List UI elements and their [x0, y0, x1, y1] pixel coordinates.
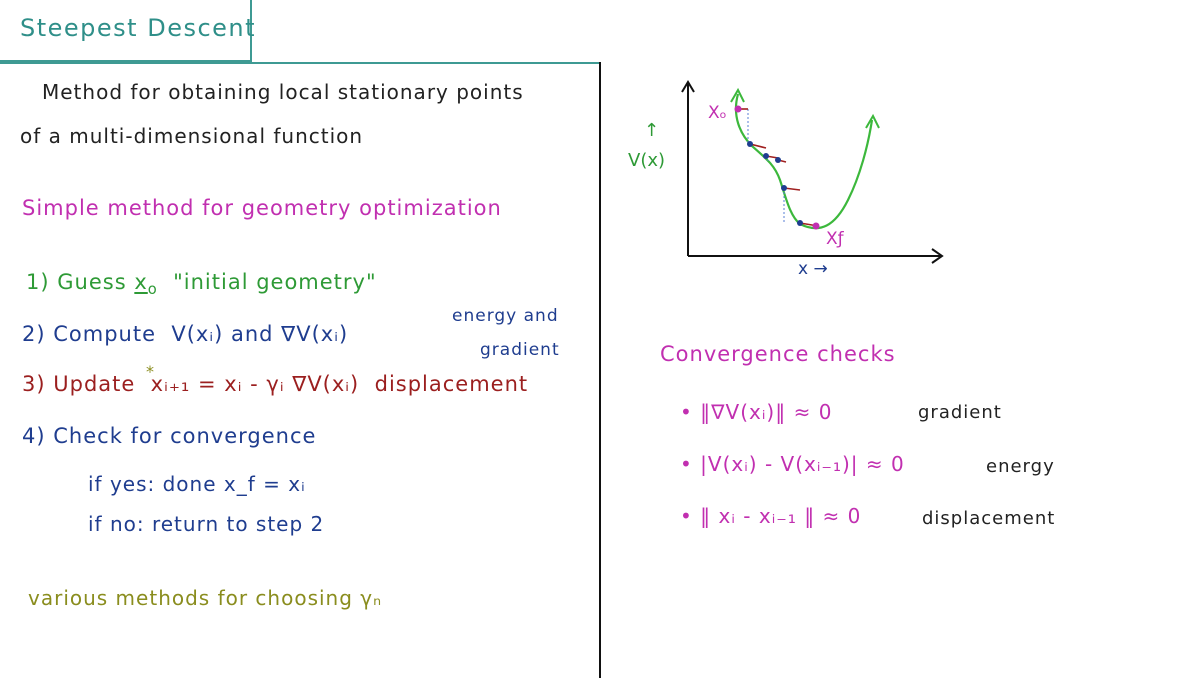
descent-point — [797, 220, 803, 226]
step-4: 4) Check for convergence — [22, 424, 316, 448]
step-3-note: displacement — [374, 372, 529, 396]
check-displacement-expr: • ‖ xᵢ - xᵢ₋₁ ‖ ≈ 0 — [680, 504, 862, 528]
step-3-expr: xᵢ₊₁ = xᵢ - γᵢ ∇V(xᵢ) — [150, 372, 360, 396]
check-energy-label: energy — [986, 456, 1055, 477]
descent-point — [763, 153, 769, 159]
step-3-text: Update — [53, 372, 136, 396]
check-energy-expr: • |V(xᵢ) - V(xᵢ₋₁)| ≈ 0 — [680, 452, 905, 476]
title-underline — [0, 62, 600, 64]
step-1: 1) Guess xo "initial geometry" — [26, 270, 377, 298]
intro-line-2: of a multi-dimensional function — [20, 124, 364, 148]
method-subtitle: Simple method for geometry optimization — [22, 196, 502, 220]
step-3: 3) Update xᵢ₊₁ = xᵢ - γᵢ ∇V(xᵢ) displace… — [22, 372, 528, 396]
step-1-var: x — [134, 270, 148, 294]
step-4-yes: if yes: done x_f = xᵢ — [88, 472, 306, 496]
potential-curve — [734, 93, 874, 230]
step-1-text: Guess — [57, 270, 127, 294]
step-2-note-line-2: gradient — [480, 340, 560, 360]
check-displacement-label: displacement — [922, 508, 1056, 529]
footnote: various methods for choosing γₙ — [28, 586, 383, 610]
y-arrow-icon: ↑ — [644, 120, 659, 141]
asterisk-icon: * — [146, 362, 154, 381]
check-gradient-label: gradient — [918, 402, 1002, 423]
x-axis-label: x → — [798, 259, 828, 276]
check-gradient-expr: • ‖∇V(xᵢ)‖ ≈ 0 — [680, 400, 833, 424]
end-label: Xƒ — [826, 229, 845, 249]
curve-right-arrowhead-icon — [865, 113, 880, 129]
x-axis-arrowhead-icon — [931, 248, 944, 264]
slide-title: Steepest Descent — [20, 14, 257, 42]
start-label: Xₒ — [708, 103, 727, 123]
step-4-no: if no: return to step 2 — [88, 512, 325, 536]
descent-point — [775, 157, 781, 163]
step-2: 2) Compute V(xᵢ) and ∇V(xᵢ) — [22, 322, 348, 346]
potential-energy-graph: Xₒ Xƒ ↑ V(x) x → — [628, 80, 944, 276]
vertical-divider — [599, 62, 601, 678]
intro-line-1: Method for obtaining local stationary po… — [42, 80, 524, 104]
step-4-text: Check for convergence — [53, 424, 317, 448]
step-3-num: 3) — [22, 372, 46, 396]
descent-point — [747, 141, 753, 147]
step-2-note-line-1: energy and — [452, 306, 559, 326]
title-box: Steepest Descent — [0, 0, 255, 62]
step-2-num: 2) — [22, 322, 46, 346]
end-point — [812, 222, 820, 230]
step-4-num: 4) — [22, 424, 46, 448]
start-point — [734, 105, 742, 113]
step-1-num: 1) — [26, 270, 50, 294]
curve-left-arrowhead-icon — [730, 87, 745, 103]
y-axis-arrowhead-icon — [681, 80, 695, 93]
step-2-text: Compute — [53, 322, 157, 346]
descent-point — [781, 185, 787, 191]
y-axis-label: V(x) — [628, 150, 665, 171]
step-1-sub: o — [147, 281, 158, 299]
convergence-heading: Convergence checks — [660, 342, 896, 366]
step-2-expr: V(xᵢ) and ∇V(xᵢ) — [171, 322, 349, 346]
step-1-note: "initial geometry" — [173, 270, 377, 294]
